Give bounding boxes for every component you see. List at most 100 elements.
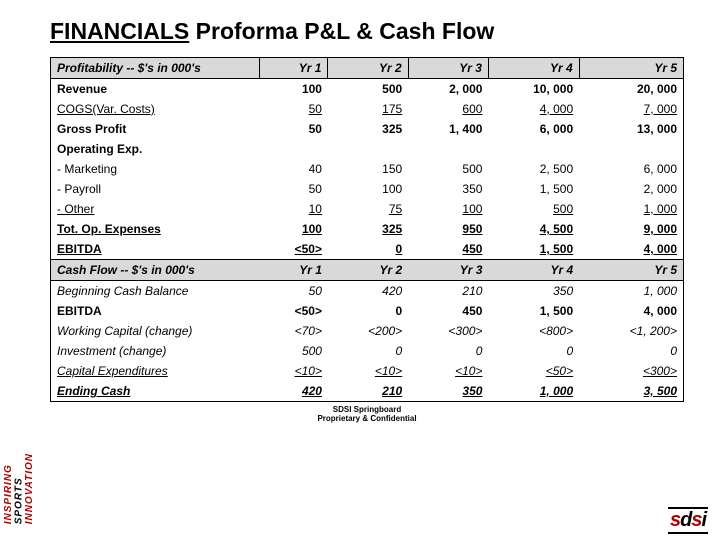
row-value: 210 (328, 381, 408, 402)
title-rest: Proforma P&L & Cash Flow (189, 18, 494, 44)
row-label: Gross Profit (51, 119, 260, 139)
table-row: - Other10751005001, 000 (51, 199, 684, 219)
row-value: 7, 000 (579, 99, 683, 119)
row-label: Investment (change) (51, 341, 260, 361)
row-value: <1, 200> (579, 321, 683, 341)
row-value: 6, 000 (579, 159, 683, 179)
financials-table: Profitability -- $'s in 000's Yr 1 Yr 2 … (50, 57, 684, 402)
row-value: <50> (259, 301, 328, 321)
row-value: 500 (259, 341, 328, 361)
table-row: Capital Expenditures<10><10><10><50><300… (51, 361, 684, 381)
row-value: 2, 500 (488, 159, 579, 179)
slide: FINANCIALS Proforma P&L & Cash Flow Prof… (0, 0, 720, 540)
hdr-y2: Yr 2 (328, 58, 408, 79)
row-label: - Marketing (51, 159, 260, 179)
table-row: Ending Cash4202103501, 0003, 500 (51, 381, 684, 402)
row-value: 350 (488, 281, 579, 302)
table-row: EBITDA<50>04501, 5004, 000 (51, 301, 684, 321)
footer-line2: Proprietary & Confidential (50, 415, 684, 424)
row-value: <10> (408, 361, 488, 381)
row-value: 0 (408, 341, 488, 361)
row-label: Working Capital (change) (51, 321, 260, 341)
row-label: Ending Cash (51, 381, 260, 402)
row-label: Tot. Op. Expenses (51, 219, 260, 239)
footer: SDSI Springboard Proprietary & Confident… (50, 406, 684, 424)
row-value: 450 (408, 239, 488, 260)
hdr-y3: Yr 3 (408, 58, 488, 79)
row-value: <50> (488, 361, 579, 381)
row-value: 100 (408, 199, 488, 219)
hdr2-label: Cash Flow -- $'s in 000's (51, 260, 260, 281)
opex-heading-row: Operating Exp. (51, 139, 684, 159)
brand-line-2: SPORTS (14, 477, 25, 524)
row-value: 10, 000 (488, 79, 579, 100)
hdr2-y5: Yr 5 (579, 260, 683, 281)
row-value: 40 (259, 159, 328, 179)
row-value: 75 (328, 199, 408, 219)
row-value: 6, 000 (488, 119, 579, 139)
row-value: 0 (328, 341, 408, 361)
table-row: COGS(Var. Costs)501756004, 0007, 000 (51, 99, 684, 119)
row-value: 350 (408, 381, 488, 402)
row-value: 3, 500 (579, 381, 683, 402)
hdr-y1: Yr 1 (259, 58, 328, 79)
opex-label: Operating Exp. (51, 139, 260, 159)
row-label: EBITDA (51, 239, 260, 260)
hdr-label: Profitability -- $'s in 000's (51, 58, 260, 79)
row-value: 350 (408, 179, 488, 199)
logo-d: d (680, 509, 691, 531)
row-value: 175 (328, 99, 408, 119)
row-label: COGS(Var. Costs) (51, 99, 260, 119)
row-value: 420 (259, 381, 328, 402)
row-value: 1, 500 (488, 239, 579, 260)
row-value: 325 (328, 119, 408, 139)
row-value: 1, 500 (488, 179, 579, 199)
row-label: Revenue (51, 79, 260, 100)
row-value: 950 (408, 219, 488, 239)
row-value: 9, 000 (579, 219, 683, 239)
row-value: <70> (259, 321, 328, 341)
table-row: - Marketing401505002, 5006, 000 (51, 159, 684, 179)
row-value: 500 (328, 79, 408, 100)
row-value: 13, 000 (579, 119, 683, 139)
row-label: - Payroll (51, 179, 260, 199)
row-value: 0 (328, 301, 408, 321)
table-row: Working Capital (change)<70><200><300><8… (51, 321, 684, 341)
row-value: 450 (408, 301, 488, 321)
row-value: 100 (259, 79, 328, 100)
title-underline: FINANCIALS (50, 18, 189, 44)
row-value: 1, 500 (488, 301, 579, 321)
row-value: 600 (408, 99, 488, 119)
row-value: 1, 400 (408, 119, 488, 139)
table-row: Tot. Op. Expenses1003259504, 5009, 000 (51, 219, 684, 239)
row-label: Capital Expenditures (51, 361, 260, 381)
row-label: - Other (51, 199, 260, 219)
table-row: EBITDA<50>04501, 5004, 000 (51, 239, 684, 260)
hdr2-y1: Yr 1 (259, 260, 328, 281)
row-value: 4, 000 (579, 239, 683, 260)
row-value: 4, 500 (488, 219, 579, 239)
table-row: Beginning Cash Balance504202103501, 000 (51, 281, 684, 302)
row-value: <10> (259, 361, 328, 381)
row-value: 50 (259, 99, 328, 119)
row-value: 0 (579, 341, 683, 361)
row-value: <50> (259, 239, 328, 260)
row-value: 1, 000 (579, 281, 683, 302)
row-value: 50 (259, 281, 328, 302)
logo-box: sdsi (668, 507, 708, 534)
logo-i: i (701, 509, 706, 531)
row-label: Beginning Cash Balance (51, 281, 260, 302)
hdr2-y2: Yr 2 (328, 260, 408, 281)
hdr-y5: Yr 5 (579, 58, 683, 79)
row-label: EBITDA (51, 301, 260, 321)
row-value: <10> (328, 361, 408, 381)
row-value: 4, 000 (488, 99, 579, 119)
row-value: 500 (488, 199, 579, 219)
hdr-y4: Yr 4 (488, 58, 579, 79)
logo-s2: s (691, 509, 701, 531)
logo-s: s (670, 509, 680, 531)
slide-title: FINANCIALS Proforma P&L & Cash Flow (50, 18, 684, 45)
row-value: 100 (259, 219, 328, 239)
table-header-profitability: Profitability -- $'s in 000's Yr 1 Yr 2 … (51, 58, 684, 79)
table-row: Investment (change)5000000 (51, 341, 684, 361)
